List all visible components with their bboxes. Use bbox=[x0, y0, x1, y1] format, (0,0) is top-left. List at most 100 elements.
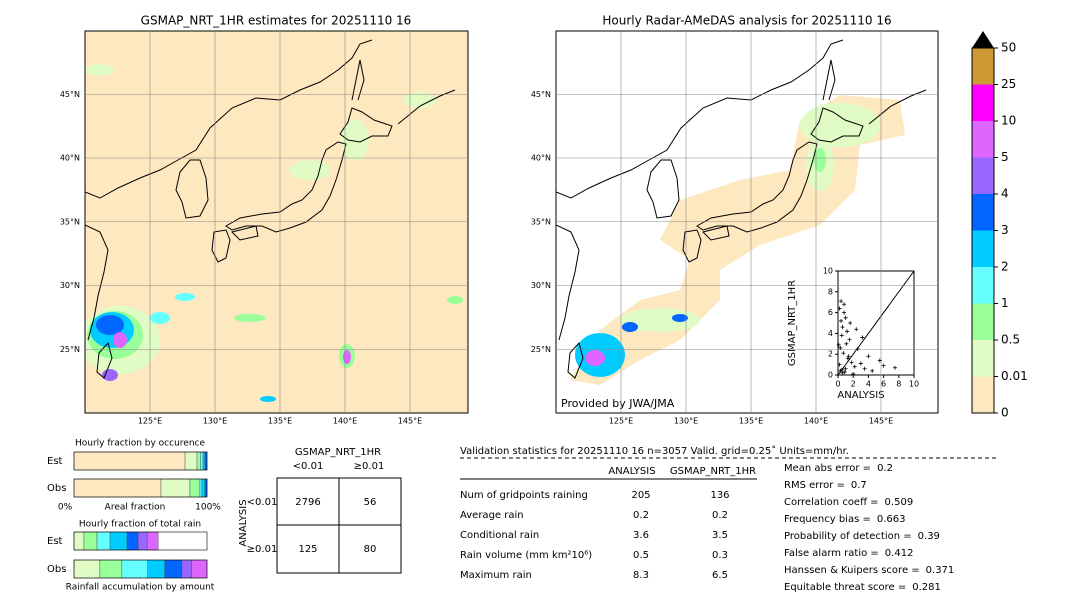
stat-value: 6.5 bbox=[712, 570, 728, 581]
row-label: Obs bbox=[47, 483, 66, 494]
point bbox=[843, 366, 848, 371]
point bbox=[836, 342, 841, 347]
x-tick-label: 10 bbox=[909, 380, 919, 389]
scatter-bg bbox=[785, 266, 933, 400]
colorbar-bin bbox=[972, 230, 994, 267]
point bbox=[870, 368, 875, 373]
segment bbox=[196, 451, 201, 471]
y-tick-label: 0 bbox=[828, 371, 833, 380]
col-header: ANALYSIS bbox=[608, 466, 655, 477]
lon-tick-label: 135°E bbox=[739, 417, 763, 426]
segment bbox=[73, 531, 85, 551]
score-value: 0.509 bbox=[885, 497, 914, 508]
score-label: Mean abs error = bbox=[784, 463, 871, 474]
score-value: 0.663 bbox=[877, 514, 906, 525]
score-value: 0.412 bbox=[885, 548, 914, 559]
row-title: ANALYSIS bbox=[238, 499, 249, 546]
colorbar-bin bbox=[972, 303, 994, 340]
point bbox=[858, 361, 863, 366]
point bbox=[848, 321, 853, 325]
segment bbox=[164, 559, 183, 579]
segment bbox=[147, 559, 166, 579]
stat-label: Rain volume (mm km²10⁶) bbox=[460, 550, 592, 561]
diagonal bbox=[837, 270, 915, 376]
colorbar-label: 0.5 bbox=[1001, 333, 1020, 347]
segment bbox=[137, 531, 148, 551]
cell: 56 bbox=[364, 497, 377, 508]
segment bbox=[202, 451, 206, 471]
point bbox=[837, 362, 842, 367]
lat-tick-label: 25°N bbox=[60, 345, 80, 354]
score-label: Correlation coeff = bbox=[784, 497, 879, 508]
x-tick-label: 2 bbox=[851, 380, 856, 389]
stat-label: Conditional rain bbox=[460, 530, 539, 541]
colorbar-bin bbox=[972, 267, 994, 304]
segment bbox=[121, 559, 149, 579]
stat-value: 3.6 bbox=[633, 530, 649, 541]
table-title: GSMAP_NRT_1HR bbox=[295, 447, 381, 458]
colorbar-label: 50 bbox=[1001, 41, 1016, 55]
stat-value: 0.2 bbox=[633, 510, 649, 521]
row-label: Est bbox=[47, 456, 63, 467]
segment bbox=[73, 559, 101, 579]
bar-frame bbox=[73, 559, 208, 579]
point bbox=[844, 341, 849, 346]
colorbar-extend bbox=[972, 31, 994, 48]
point bbox=[854, 327, 859, 332]
segment bbox=[189, 478, 201, 498]
row-label: ≥0.01 bbox=[247, 544, 278, 555]
segment bbox=[181, 559, 193, 579]
point bbox=[842, 310, 847, 315]
y-tick-label: 2 bbox=[828, 350, 833, 359]
lon-tick-label: 135°E bbox=[268, 417, 292, 426]
colorbar-bin bbox=[972, 340, 994, 377]
lat-tick-label: 30°N bbox=[531, 281, 551, 290]
stat-value: 0.2 bbox=[712, 510, 728, 521]
chart-footer: Rainfall accumulation by amount bbox=[66, 583, 215, 593]
point bbox=[839, 318, 844, 323]
segment bbox=[73, 478, 162, 498]
credit: Provided by JWA/JMA bbox=[561, 397, 675, 410]
colorbar-label: 4 bbox=[1001, 187, 1009, 201]
colorbar-bin bbox=[972, 194, 994, 231]
x-tick-label: 6 bbox=[881, 380, 886, 389]
point bbox=[840, 370, 845, 375]
stat-value: 136 bbox=[710, 490, 729, 501]
segment bbox=[200, 451, 204, 471]
point bbox=[855, 347, 860, 351]
lon-tick-label: 145°E bbox=[398, 417, 422, 426]
point bbox=[866, 354, 871, 359]
point bbox=[837, 306, 842, 311]
point bbox=[849, 360, 854, 365]
x-tick-label: 8 bbox=[896, 380, 901, 389]
segment bbox=[191, 559, 208, 579]
lat-tick-label: 35°N bbox=[60, 217, 80, 226]
row-label: <0.01 bbox=[247, 497, 278, 508]
colorbar-label: 0 bbox=[1001, 406, 1009, 420]
chart-title: Hourly fraction of total rain bbox=[79, 520, 201, 530]
point bbox=[881, 363, 886, 368]
segment bbox=[99, 559, 123, 579]
segment bbox=[146, 531, 159, 551]
segment bbox=[201, 478, 206, 498]
segment bbox=[184, 451, 198, 471]
segment bbox=[199, 478, 203, 498]
lon-tick-label: 130°E bbox=[674, 417, 698, 426]
point bbox=[845, 329, 850, 334]
stat-value: 3.5 bbox=[712, 530, 728, 541]
point bbox=[839, 299, 844, 304]
map-title: Hourly Radar-AMeDAS analysis for 2025111… bbox=[602, 14, 891, 28]
stat-value: 8.3 bbox=[633, 570, 649, 581]
point bbox=[840, 325, 845, 330]
point bbox=[842, 302, 847, 307]
row-label: Obs bbox=[47, 564, 66, 575]
point bbox=[847, 337, 852, 342]
lat-tick-label: 45°N bbox=[60, 90, 80, 99]
point bbox=[843, 315, 848, 320]
point bbox=[841, 351, 846, 356]
lat-tick-label: 30°N bbox=[60, 281, 80, 290]
colorbar-bin bbox=[972, 376, 994, 413]
lat-tick-label: 45°N bbox=[531, 90, 551, 99]
lon-tick-label: 125°E bbox=[609, 417, 633, 426]
col-header: GSMAP_NRT_1HR bbox=[670, 466, 756, 477]
